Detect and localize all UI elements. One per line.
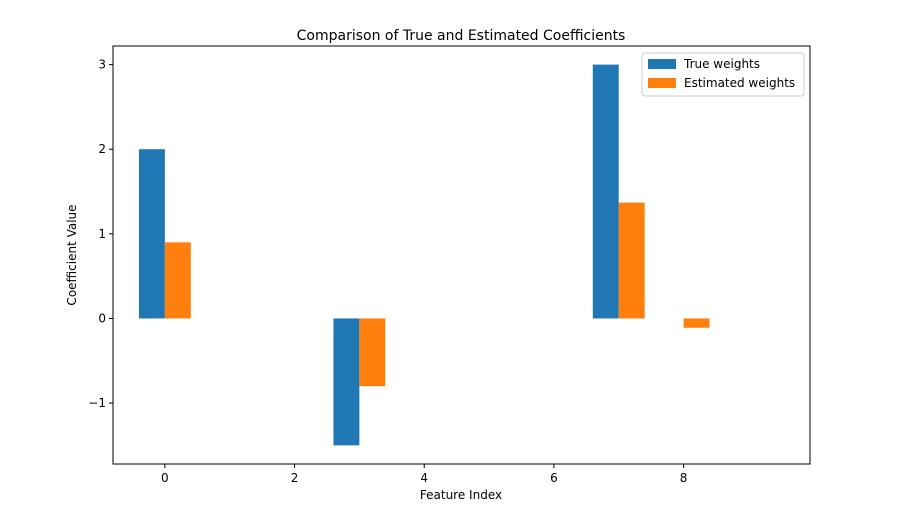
bar-true-weights-3 bbox=[333, 318, 360, 446]
legend-swatch-estimated-weights bbox=[648, 78, 676, 88]
x-axis-ticks: 0 2 4 6 8 bbox=[161, 464, 687, 485]
plot-frame bbox=[112, 45, 811, 465]
x-tick-label: 2 bbox=[291, 471, 299, 485]
legend-label-true-weights: True weights bbox=[683, 57, 760, 71]
y-tick-label: −1 bbox=[88, 396, 106, 410]
bars-layer bbox=[138, 64, 710, 446]
bar-estimated-weights-3 bbox=[359, 318, 386, 387]
bar-estimated-weights-0 bbox=[164, 242, 191, 319]
legend-box bbox=[641, 52, 805, 97]
x-tick-label: 0 bbox=[161, 471, 169, 485]
legend-label-estimated-weights: Estimated weights bbox=[684, 76, 795, 90]
chart-title: Comparison of True and Estimated Coeffic… bbox=[297, 28, 626, 44]
bar-estimated-weights-8 bbox=[683, 318, 710, 328]
x-tick-label: 6 bbox=[550, 471, 558, 485]
y-tick-label: 2 bbox=[98, 142, 106, 156]
y-tick-label: 1 bbox=[98, 227, 106, 241]
x-tick-label: 4 bbox=[420, 471, 428, 485]
y-tick-label: 0 bbox=[98, 311, 106, 325]
x-axis-label: Feature Index bbox=[420, 488, 502, 502]
x-tick-label: 8 bbox=[680, 471, 688, 485]
y-axis-label: Coefficient Value bbox=[65, 204, 79, 305]
y-tick-label: 3 bbox=[98, 58, 106, 72]
legend-swatch-true-weights bbox=[648, 59, 676, 69]
bar-true-weights-7 bbox=[592, 64, 619, 319]
legend: True weights Estimated weights bbox=[641, 52, 805, 97]
y-axis-ticks: −1 0 1 2 3 bbox=[88, 58, 113, 410]
bar-estimated-weights-7 bbox=[618, 202, 645, 319]
bar-true-weights-0 bbox=[138, 149, 165, 319]
